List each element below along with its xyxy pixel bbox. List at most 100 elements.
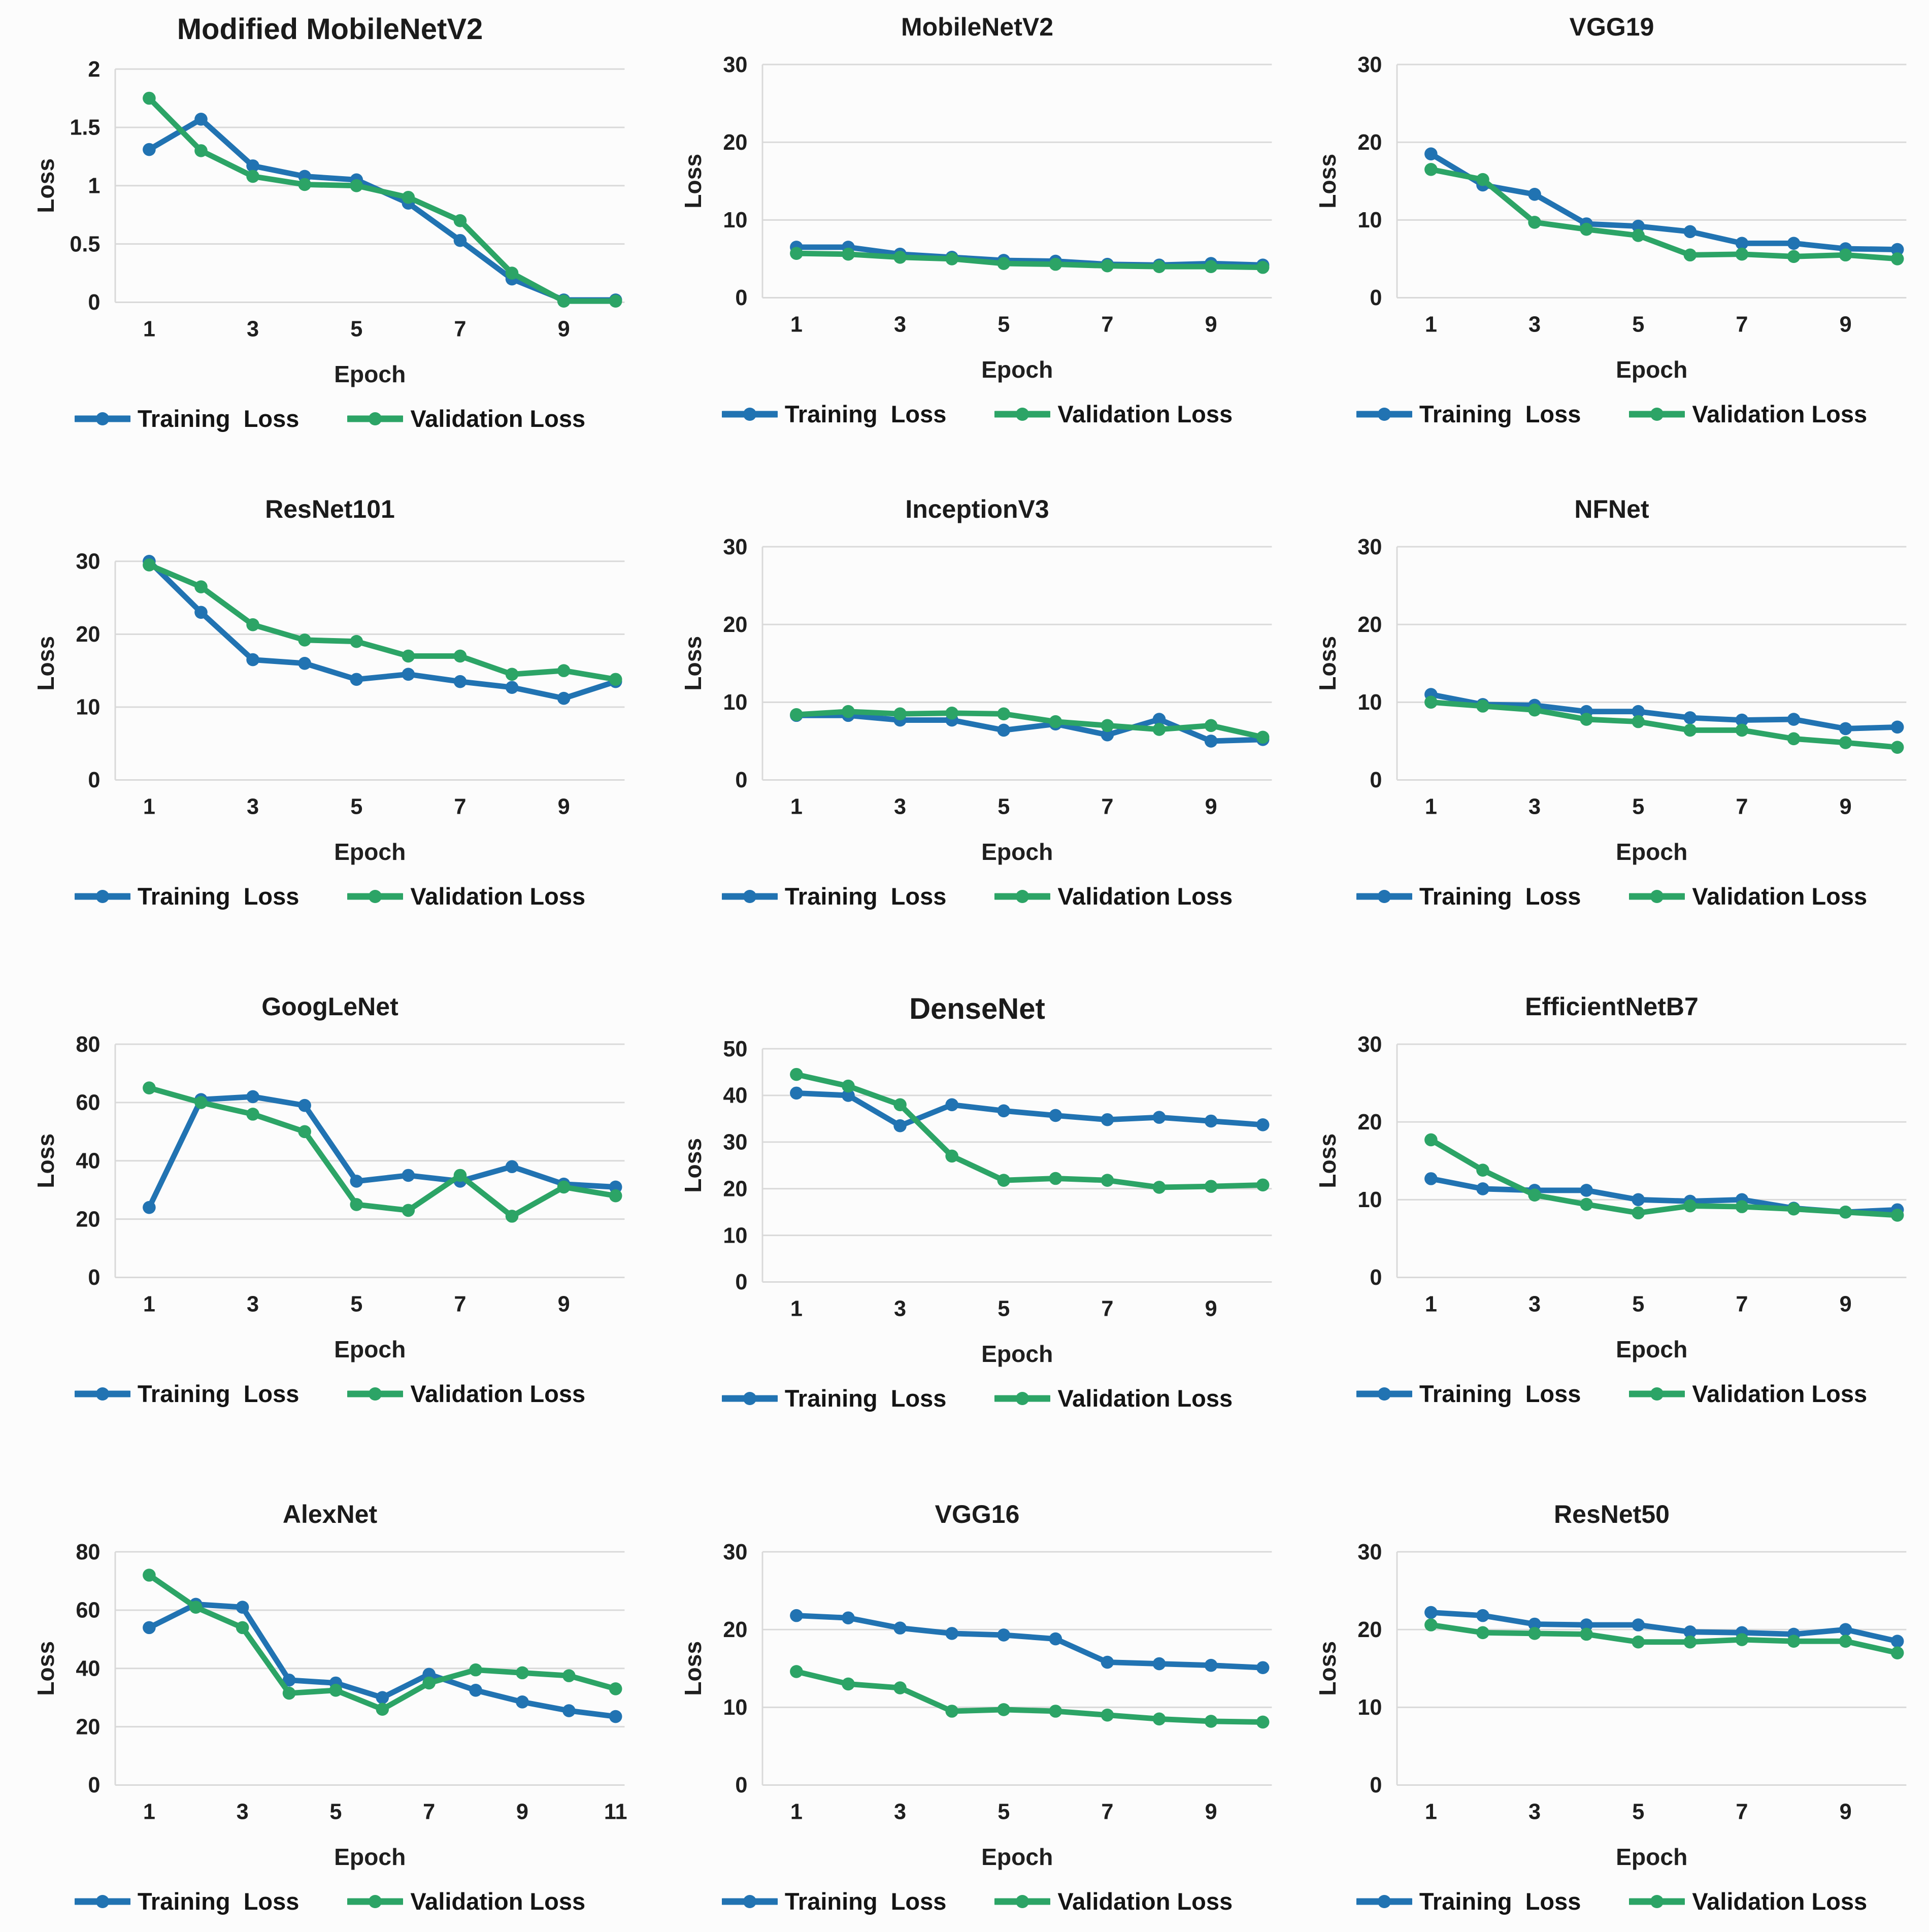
x-tick-label: 5 xyxy=(1632,1292,1644,1316)
data-point-marker xyxy=(1580,713,1593,726)
data-point-marker xyxy=(143,1201,156,1214)
legend-label: Training Loss xyxy=(1419,1380,1581,1407)
validation-loss-legend-marker-icon xyxy=(1629,1387,1685,1401)
data-point-marker xyxy=(1204,1715,1218,1728)
data-point-marker xyxy=(246,618,259,631)
data-point-marker xyxy=(1890,1209,1904,1222)
data-point-marker xyxy=(1424,163,1438,176)
data-point-marker xyxy=(143,91,156,105)
x-axis-title: Epoch xyxy=(334,1844,406,1870)
data-point-marker xyxy=(1787,250,1801,263)
x-tick-label: 3 xyxy=(1528,1292,1541,1316)
data-point-marker xyxy=(1683,225,1697,239)
data-point-marker xyxy=(1580,1197,1593,1211)
validation-loss-legend-marker-icon xyxy=(1629,1894,1685,1908)
chart-legend: Training Loss Validation Loss xyxy=(74,1380,586,1408)
x-tick-label: 7 xyxy=(1736,1800,1748,1824)
y-tick-label: 10 xyxy=(1357,208,1382,232)
data-point-marker xyxy=(516,1695,529,1709)
data-point-marker xyxy=(1632,219,1645,233)
y-tick-label: 0 xyxy=(1370,286,1382,310)
y-tick-label: 80 xyxy=(76,1540,100,1564)
x-axis-title: Epoch xyxy=(981,1844,1053,1870)
data-point-marker xyxy=(422,1676,436,1690)
legend-item-validation-loss: Validation Loss xyxy=(994,882,1233,910)
legend-item-validation-loss: Validation Loss xyxy=(1629,882,1867,910)
data-point-marker xyxy=(997,723,1011,737)
x-tick-label: 11 xyxy=(604,1800,627,1824)
chart-title: MobileNetV2 xyxy=(901,13,1054,41)
line-plot: 0 10 20 30 1 3 5 7 9 Loss Epoch xyxy=(680,535,1272,865)
data-point-marker xyxy=(246,1090,259,1104)
legend-item-training-loss: Training Loss xyxy=(1356,1380,1581,1408)
x-axis-title: Epoch xyxy=(1616,1336,1687,1362)
data-point-marker xyxy=(790,1665,803,1678)
data-point-marker xyxy=(1152,1181,1166,1194)
training-loss-line xyxy=(146,558,619,702)
x-axis-title: Epoch xyxy=(334,361,406,387)
validation-loss-legend-marker-icon xyxy=(1629,407,1685,421)
x-tick-label: 1 xyxy=(1425,1292,1437,1316)
chart-cell-mobilenetv2: MobileNetV2 0 10 20 30 1 3 5 7 9 Loss Epoch Training… xyxy=(660,0,1294,482)
data-point-marker xyxy=(893,1681,907,1694)
chart-cell-alexnet: AlexNet 0 20 40 60 80 1 3 5 7 9 11 Loss Epoch Training… xyxy=(0,1487,660,1932)
y-tick-label: 0 xyxy=(88,1773,100,1797)
data-point-marker xyxy=(246,170,259,183)
data-point-marker xyxy=(609,294,622,308)
data-point-marker xyxy=(189,1601,203,1614)
x-tick-label: 9 xyxy=(516,1800,528,1824)
x-axis-title: Epoch xyxy=(981,356,1053,383)
data-point-marker xyxy=(1787,1635,1801,1648)
data-point-marker xyxy=(282,1686,296,1700)
legend-label: Training Loss xyxy=(1419,883,1581,910)
data-point-marker xyxy=(505,668,519,681)
y-tick-label: 0 xyxy=(88,1265,100,1290)
data-point-marker xyxy=(1735,723,1749,737)
legend-label: Training Loss xyxy=(1419,401,1581,427)
data-point-marker xyxy=(1204,735,1218,748)
data-point-marker xyxy=(790,708,803,721)
data-point-marker xyxy=(350,1198,363,1211)
data-point-marker xyxy=(143,558,156,572)
x-axis-title: Epoch xyxy=(334,1336,406,1362)
x-tick-label: 3 xyxy=(894,312,906,337)
data-point-marker xyxy=(453,649,467,663)
data-point-marker xyxy=(1683,248,1697,262)
data-point-marker xyxy=(329,1684,343,1697)
training-loss-legend-marker-icon xyxy=(1356,889,1412,903)
chart-legend: Training Loss Validation Loss xyxy=(721,1887,1233,1915)
data-point-marker xyxy=(1101,728,1114,742)
y-tick-label: 0 xyxy=(735,1270,747,1294)
data-point-marker xyxy=(1787,1202,1801,1216)
training-loss-legend-marker-icon xyxy=(74,412,130,425)
line-plot: 0 10 20 30 1 3 5 7 9 Loss Epoch xyxy=(32,550,625,865)
x-tick-label: 1 xyxy=(790,1296,803,1321)
training-loss-line xyxy=(1428,691,1901,731)
data-point-marker xyxy=(1890,243,1904,256)
x-tick-label: 7 xyxy=(1736,312,1748,337)
chart-title: VGG19 xyxy=(1569,13,1654,41)
validation-loss-line xyxy=(1428,1622,1901,1656)
validation-loss-line xyxy=(146,1572,619,1712)
x-tick-label: 3 xyxy=(1528,794,1541,819)
y-tick-label: 0 xyxy=(88,768,100,792)
legend-label: Training Loss xyxy=(137,1380,300,1407)
training-loss-legend-marker-icon xyxy=(1356,407,1412,421)
chart-cell-modified-mobilenetv2: Modified MobileNetV2 0 0.5 1 1.5 2 1 3 5 7 9 Loss Ep… xyxy=(0,0,660,482)
y-axis-title: Loss xyxy=(32,1134,59,1188)
legend-item-validation-loss: Validation Loss xyxy=(1629,400,1867,428)
validation-loss-line xyxy=(146,95,619,304)
data-point-marker xyxy=(1735,1633,1749,1646)
data-point-marker xyxy=(143,1621,156,1635)
legend-label: Validation Loss xyxy=(1692,401,1868,427)
y-tick-label: 20 xyxy=(1357,130,1382,155)
legend-label: Validation Loss xyxy=(410,1380,586,1407)
x-tick-label: 1 xyxy=(1425,794,1437,819)
x-tick-label: 7 xyxy=(1101,1296,1113,1321)
data-point-marker xyxy=(1787,732,1801,746)
data-point-marker xyxy=(609,1710,622,1723)
training-loss-legend-marker-icon xyxy=(1356,1387,1412,1401)
data-point-marker xyxy=(1528,1617,1541,1631)
y-tick-label: 20 xyxy=(723,130,747,155)
